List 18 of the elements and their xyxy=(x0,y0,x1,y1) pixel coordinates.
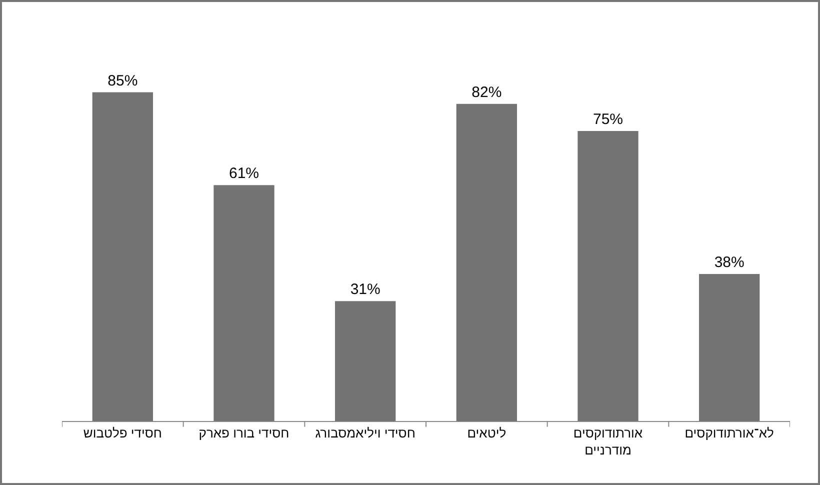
bar xyxy=(92,92,153,421)
bar xyxy=(214,185,274,421)
data-label: 85% xyxy=(108,72,138,90)
x-tick-label: חסידי פלטבוש xyxy=(83,426,162,441)
x-tick-label: חסידי בורו פארק xyxy=(198,426,290,441)
x-tick-label: חסידי ויליאמסבורג xyxy=(315,426,416,441)
bar xyxy=(456,104,517,421)
data-label: 31% xyxy=(350,281,380,298)
data-label: 75% xyxy=(592,110,624,128)
data-label: 61% xyxy=(228,165,260,182)
x-tick-label: ליטאים xyxy=(467,426,506,441)
data-label: 38% xyxy=(714,254,744,272)
bar xyxy=(578,130,638,421)
bar xyxy=(335,301,396,421)
data-label: 82% xyxy=(472,84,502,101)
bar xyxy=(699,274,760,421)
x-tick-label: אורתודוקסים מודרניים xyxy=(573,426,643,458)
x-tick-label: לא־אורתודוקסים xyxy=(684,426,774,441)
